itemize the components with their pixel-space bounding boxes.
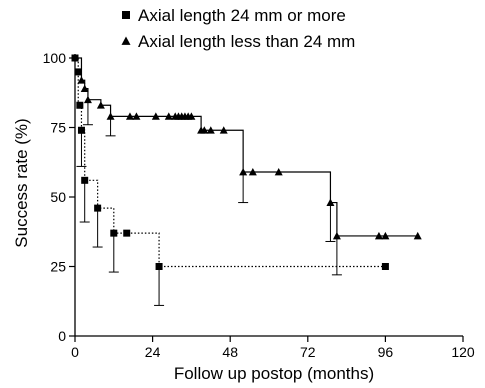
y-tick-label: 0 xyxy=(58,328,66,344)
legend-triangle-marker xyxy=(121,36,131,45)
y-tick-label: 100 xyxy=(43,50,67,66)
triangle-marker xyxy=(332,231,341,240)
triangle-marker xyxy=(77,76,86,84)
legend-label: Axial length less than 24 mm xyxy=(138,32,355,51)
series-axial-less-24 xyxy=(75,57,422,276)
triangle-marker xyxy=(106,112,115,120)
x-tick-label: 120 xyxy=(451,344,475,360)
triangle-marker xyxy=(413,231,422,240)
x-tick-label: 96 xyxy=(378,344,394,360)
x-axis-ticks: 0 24 48 72 96 120 xyxy=(71,336,475,360)
x-tick-label: 72 xyxy=(300,344,316,360)
triangle-marker xyxy=(151,112,160,120)
series-axial-24-or-more xyxy=(71,54,389,306)
y-tick-label: 25 xyxy=(50,259,66,275)
triangle-marker xyxy=(80,84,89,92)
triangle-marker xyxy=(132,112,141,120)
square-marker xyxy=(110,229,118,237)
x-tick-label: 48 xyxy=(222,344,238,360)
triangle-marker xyxy=(96,101,105,109)
triangle-marker xyxy=(381,231,390,240)
square-marker xyxy=(74,68,82,76)
axes xyxy=(74,54,463,337)
legend-label: Axial length 24 mm or more xyxy=(138,6,346,25)
triangle-marker xyxy=(206,126,215,134)
triangle-marker xyxy=(187,112,196,120)
legend-square-marker xyxy=(122,11,130,19)
triangle-marker xyxy=(219,126,228,134)
y-axis-ticks: 0 25 50 75 100 xyxy=(43,50,75,344)
square-marker xyxy=(77,126,85,134)
triangle-marker xyxy=(200,126,209,134)
x-tick-label: 0 xyxy=(71,344,79,360)
square-marker xyxy=(155,263,163,270)
triangle-marker xyxy=(239,167,248,176)
series-line xyxy=(75,57,418,237)
y-tick-label: 75 xyxy=(50,120,66,136)
triangle-marker xyxy=(125,112,134,120)
series-layer xyxy=(71,54,422,306)
x-tick-label: 24 xyxy=(145,344,161,360)
triangle-marker xyxy=(83,95,92,104)
x-axis-title: Follow up postop (months) xyxy=(174,364,374,383)
square-marker xyxy=(94,204,102,212)
triangle-marker xyxy=(274,167,283,176)
triangle-marker xyxy=(374,231,383,240)
legend: Axial length 24 mm or more Axial length l… xyxy=(121,6,355,51)
triangle-marker xyxy=(164,112,173,120)
series-line xyxy=(75,57,386,268)
y-axis-title: Success rate (%) xyxy=(12,118,31,247)
triangle-marker xyxy=(248,167,257,176)
square-marker xyxy=(381,263,389,270)
y-tick-label: 50 xyxy=(50,189,66,205)
square-marker xyxy=(81,176,89,184)
triangle-marker xyxy=(326,198,335,206)
square-marker xyxy=(123,229,131,237)
square-marker xyxy=(76,101,84,109)
